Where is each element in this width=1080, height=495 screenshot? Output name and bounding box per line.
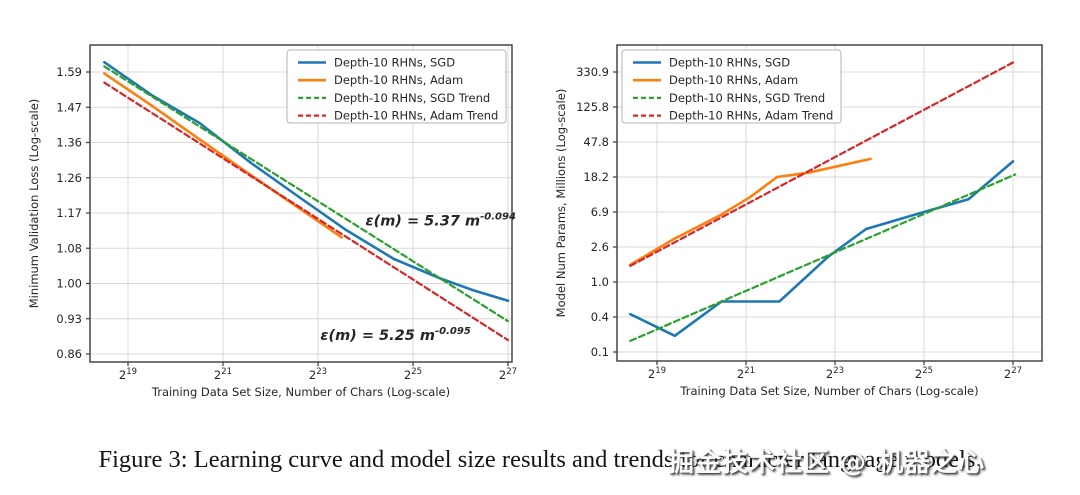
learning-curve-chart: 1.59 1.47 1.36 1.26 1.17 1.08 1.00 0.93 0.86 219 2… (27, 44, 517, 399)
model-size-chart-ylabel: Model Num Params, Millions (Log-scale) (554, 89, 568, 318)
learning-curve-chart-series-depth-10-rhns-sgd (103, 60, 510, 303)
figure-caption: Figure 3: Learning curve and model size … (98, 446, 982, 473)
learning-curve-chart-series-depth-10-rhns-adam (103, 72, 344, 239)
legend-label: Depth-10 RHNs, SGD Trend (334, 91, 490, 105)
learning-curve-chart-ytick: 1.47 (56, 100, 82, 114)
model-size-chart-series-depth-10-rhns-adam (629, 157, 872, 267)
model-size-chart-ytick: 330.9 (576, 65, 609, 79)
legend-label: Depth-10 RHNs, Adam (334, 73, 463, 87)
watermark: 掘金技术社区 @ 机器之心 (668, 448, 986, 478)
model-size-chart-ytick: 125.8 (576, 100, 609, 114)
learning-curve-chart-ytick: 1.59 (56, 65, 82, 79)
model-size-chart-xtick: 225 (915, 366, 933, 381)
learning-curve-chart-ylabel: Minimum Validation Loss (Log-scale) (27, 99, 41, 309)
learning-curve-chart-xtick: 223 (309, 367, 327, 382)
model-size-chart-spine (616, 44, 1043, 362)
learning-curve-chart-ytick: 0.93 (56, 312, 82, 326)
learning-curve-chart-xtick: 225 (404, 367, 422, 382)
legend-label: Depth-10 RHNs, SGD (669, 56, 790, 70)
charts-canvas: 1.59 1.47 1.36 1.26 1.17 1.08 1.00 0.93 0.86 219 2… (27, 44, 1043, 399)
model-size-chart-series-depth-10-rhns-sgd-trend (629, 173, 1017, 342)
model-size-chart-legend: Depth-10 RHNs, SGD Depth-10 RHNs, Adam Dep… (621, 49, 842, 124)
legend-label: Depth-10 RHNs, SGD Trend (669, 91, 825, 105)
learning-curve-chart-ytick: 1.00 (56, 277, 82, 291)
model-size-chart-series-depth-10-rhns-adam-trend (629, 61, 1015, 267)
model-size-chart: 330.9 125.8 47.8 18.2 6.9 2.6 1.0 0.4 0.1 219 221 2… (554, 44, 1043, 398)
model-size-chart-xtick: 221 (737, 366, 755, 381)
model-size-chart-ytick: 6.9 (591, 205, 609, 219)
model-size-chart-series-depth-10-rhns-sgd (629, 160, 1015, 338)
legend-label: Depth-10 RHNs, Adam Trend (334, 109, 498, 123)
learning-curve-chart-ytick: 1.17 (56, 206, 82, 220)
model-size-chart-ytick: 47.8 (583, 135, 609, 149)
learning-curve-chart-ytick: 1.08 (56, 241, 82, 255)
model-size-chart-xtick: 219 (648, 366, 666, 381)
model-size-chart-ytick: 1.0 (591, 275, 609, 289)
learning-curve-chart-ytick: 0.86 (56, 347, 82, 361)
learning-curve-chart-xtick: 221 (214, 367, 232, 382)
learning-curve-chart-series-depth-10-rhns-adam-trend (103, 81, 510, 342)
learning-curve-chart-annotation-1: ε(m) = 5.37 m-0.094 (366, 212, 516, 230)
learning-curve-chart-xtick: 219 (119, 367, 137, 382)
model-size-chart-ytick: 0.4 (591, 310, 609, 324)
model-size-chart-xlabel: Training Data Set Size, Number of Chars … (679, 384, 978, 398)
learning-curve-chart-spine (89, 44, 513, 363)
learning-curve-chart-ytick: 1.36 (56, 136, 82, 150)
learning-curve-chart-ytick: 1.26 (56, 171, 82, 185)
model-size-chart-xtick: 227 (1004, 366, 1022, 381)
model-size-chart-ytick: 0.1 (591, 345, 609, 359)
learning-curve-chart-xtick: 227 (499, 367, 517, 382)
learning-curve-chart-legend: Depth-10 RHNs, SGD Depth-10 RHNs, Adam Dep… (286, 49, 507, 124)
legend-label: Depth-10 RHNs, SGD (334, 56, 455, 70)
legend-label: Depth-10 RHNs, Adam (669, 73, 798, 87)
learning-curve-chart-xlabel: Training Data Set Size, Number of Chars … (151, 385, 450, 399)
learning-curve-chart-series-depth-10-rhns-sgd-trend (103, 65, 510, 323)
model-size-chart-ytick: 2.6 (591, 240, 609, 254)
legend-label: Depth-10 RHNs, Adam Trend (669, 109, 833, 123)
learning-curve-chart-annotation-2: ε(m) = 5.25 m-0.095 (320, 326, 470, 344)
model-size-chart-ytick: 18.2 (583, 170, 609, 184)
model-size-chart-xtick: 223 (826, 366, 844, 381)
